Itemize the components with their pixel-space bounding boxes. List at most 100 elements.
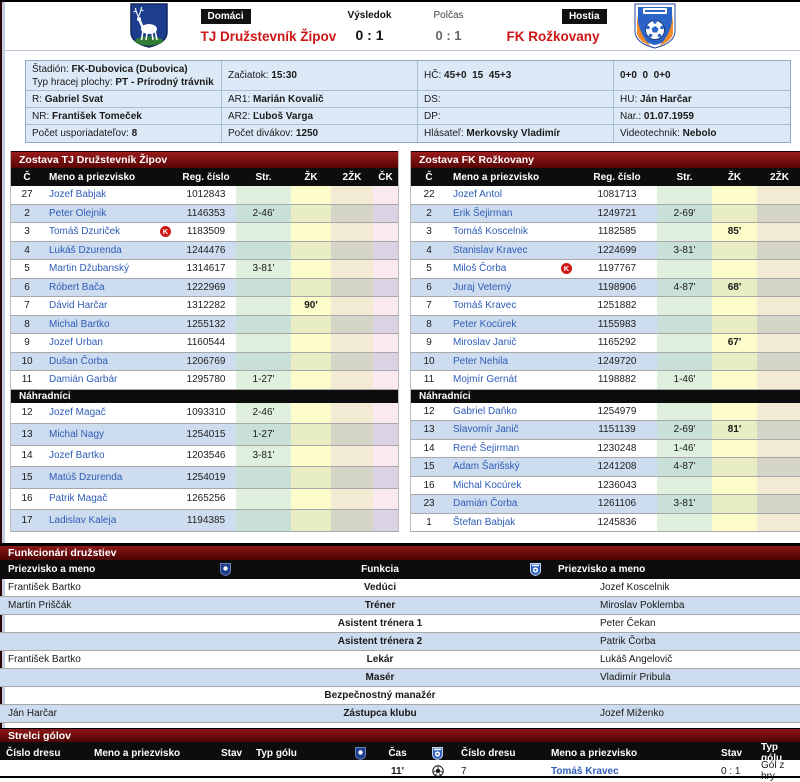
player-name-link[interactable]: Slavomír Janič xyxy=(453,424,519,436)
official-home-name: Martin Priščák xyxy=(8,600,72,611)
official-function: Asistent trénera 1 xyxy=(337,618,423,629)
player-name-link[interactable]: Lukáš Dzurenda xyxy=(49,244,122,256)
player-row: 5 Martin Džubanský K 1314617 3-81' xyxy=(11,260,398,279)
goal-ball-icon xyxy=(420,760,455,782)
player-name-link[interactable]: Štefan Babjak xyxy=(453,516,516,528)
player-name-link[interactable]: Dávid Harčar xyxy=(49,300,108,312)
officials-name-col-away: Priezvisko a meno xyxy=(558,564,646,575)
scorer-time: 11' xyxy=(391,765,404,777)
official-away-name: Miroslav Poklemba xyxy=(600,600,685,611)
player-reg-number: 1183509 xyxy=(186,226,226,238)
player-number: 22 xyxy=(423,189,435,201)
player-name-link[interactable]: Michal Nagy xyxy=(49,428,105,440)
player-name-link[interactable]: Jozef Bartko xyxy=(49,450,105,462)
player-name-cell: Tomáš Koscelnik K xyxy=(447,223,577,241)
player-name-cell: Damián Čorba K xyxy=(447,495,577,513)
player-name-link[interactable]: Dušan Čorba xyxy=(49,355,108,367)
player-name-link[interactable]: Tomáš Kravec xyxy=(453,300,517,312)
player-number: 9 xyxy=(24,337,30,349)
player-name-link[interactable]: Jozef Babjak xyxy=(49,189,107,201)
player-name-link[interactable]: Michal Kocúrek xyxy=(453,479,522,491)
player-name-link[interactable]: Juraj Veterný xyxy=(453,281,512,293)
player-name-link[interactable]: Peter Olejnik xyxy=(49,207,107,219)
player-name-link[interactable]: Tomáš Dzuriček xyxy=(49,226,121,238)
player-name-cell: Peter Nehila K xyxy=(447,353,577,371)
col-reg: Reg. číslo xyxy=(593,171,641,183)
player-substitution xyxy=(236,241,291,259)
official-function: Lekár xyxy=(366,654,394,665)
player-name-link[interactable]: Michal Bartko xyxy=(49,318,110,330)
player-name-link[interactable]: Róbert Bača xyxy=(49,281,105,293)
player-substitution xyxy=(657,352,712,370)
player-name-link[interactable]: Mojmír Gernát xyxy=(453,374,517,386)
official-home-name: František Bartko xyxy=(8,582,81,593)
player-yellow-card xyxy=(712,297,757,315)
player-second-yellow xyxy=(757,439,800,457)
player-name-link[interactable]: Jozef Urban xyxy=(49,337,103,349)
home-team-name[interactable]: TJ Družstevník Žipov xyxy=(200,28,337,44)
player-row: 9 Miroslav Janič K 1165292 67' xyxy=(411,334,800,353)
player-yellow-card xyxy=(712,458,757,476)
player-name-link[interactable]: René Šejirman xyxy=(453,442,520,454)
official-row: Martin Priščák Tréner Miroslav Poklemba xyxy=(0,597,800,615)
player-row: 9 Jozef Urban K 1160544 xyxy=(11,334,398,353)
home-badge: Domáci xyxy=(200,8,251,24)
scorer-away-name[interactable]: Tomáš Kravec xyxy=(551,765,619,777)
player-number: 5 xyxy=(24,263,30,275)
player-number: 9 xyxy=(426,337,432,349)
player-name-cell: Miroslav Janič K xyxy=(447,334,577,352)
player-name-link[interactable]: Ladislav Kaleja xyxy=(49,514,117,526)
official-away-name: Vladimír Pribula xyxy=(600,672,671,683)
player-name-link[interactable]: Erik Šejirman xyxy=(453,207,513,219)
player-name-link[interactable]: Peter Kocúrek xyxy=(453,318,517,330)
player-second-yellow xyxy=(757,297,800,315)
player-name-link[interactable]: Damián Garbár xyxy=(49,374,118,386)
player-reg-number: 1245836 xyxy=(597,516,637,528)
top-border-line xyxy=(0,0,800,2)
player-second-yellow xyxy=(757,371,800,389)
player-red-card xyxy=(373,241,398,259)
player-name-link[interactable]: Tomáš Koscelnik xyxy=(453,226,529,238)
player-reg-number: 1265256 xyxy=(186,493,226,505)
player-name-link[interactable]: Gabriel Daňko xyxy=(453,405,517,417)
player-second-yellow xyxy=(331,488,373,509)
home-subs-header: Náhradníci xyxy=(11,389,398,403)
col-name: Meno a priezvisko xyxy=(49,171,136,183)
player-name-link[interactable]: Patrik Magač xyxy=(49,493,108,505)
player-name-link[interactable]: Adam Šarišský xyxy=(453,461,520,473)
player-name-link[interactable]: Jozef Magač xyxy=(49,407,106,419)
player-reg-number: 1254015 xyxy=(186,428,226,440)
player-substitution: 1-27' xyxy=(236,371,291,389)
info-extra-time: 0+0 0 0+0 xyxy=(614,61,790,91)
official-function: Vedúci xyxy=(363,582,397,593)
player-name-link[interactable]: Matúš Dzurenda xyxy=(49,471,123,483)
player-reg-number: 1222969 xyxy=(186,281,226,293)
player-second-yellow xyxy=(757,278,800,296)
player-reg-number: 1203546 xyxy=(186,450,226,462)
official-row: Bezpečnostný manažér xyxy=(0,687,800,705)
player-row: 2 Erik Šejirman K 1249721 2-69' xyxy=(411,204,800,223)
player-reg-number: 1165292 xyxy=(597,337,637,349)
player-red-card xyxy=(373,204,398,222)
player-name-link[interactable]: Damián Čorba xyxy=(453,498,518,510)
official-function: Zástupca klubu xyxy=(343,708,417,719)
player-name-link[interactable]: Miloš Čorba xyxy=(453,263,507,275)
player-name-link[interactable]: Miroslav Janič xyxy=(453,337,517,349)
player-name-cell: Tomáš Dzuriček K xyxy=(43,223,176,241)
scorers-home-type-col: Typ gólu xyxy=(256,747,297,759)
player-substitution xyxy=(657,476,712,494)
away-team-name[interactable]: FK Rožkovany xyxy=(506,28,600,44)
scorers-home-name-col: Meno a priezvisko xyxy=(94,747,181,759)
player-name-cell: Stanislav Kravec K xyxy=(447,242,577,260)
player-name-link[interactable]: Peter Nehila xyxy=(453,355,509,367)
player-yellow-card xyxy=(291,488,331,509)
player-reg-number: 1254979 xyxy=(597,405,637,417)
player-name-cell: Juraj Veterný K xyxy=(447,279,577,297)
player-name-link[interactable]: Martin Džubanský xyxy=(49,263,130,275)
player-name-link[interactable]: Jozef Antol xyxy=(453,189,502,201)
player-red-card xyxy=(373,278,398,296)
player-substitution xyxy=(236,467,291,488)
player-name-link[interactable]: Stanislav Kravec xyxy=(453,244,528,256)
player-red-card xyxy=(373,424,398,445)
player-substitution: 4-87' xyxy=(657,458,712,476)
